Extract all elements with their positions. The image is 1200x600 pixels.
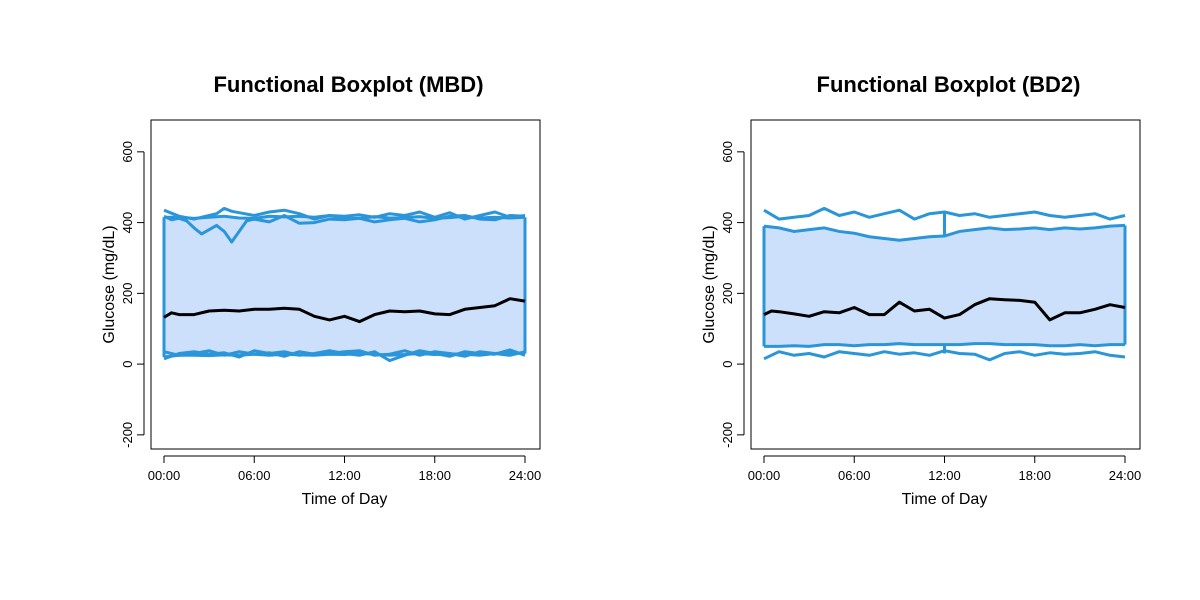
x-tick-label: 12:00 — [928, 468, 961, 483]
y-tick-label: -200 — [720, 422, 735, 448]
chart-svg-bd2: Functional Boxplot (BD2) 00:00 06:00 12:00 1… — [701, 72, 1142, 508]
x-tick-label: 06:00 — [838, 468, 871, 483]
series-line-outer-upper — [763, 206, 1126, 221]
central-region-fill — [164, 215, 525, 358]
y-tick-label: 600 — [120, 141, 135, 163]
y-tick-label: -200 — [120, 422, 135, 448]
chart-panel-mbd: Functional Boxplot (MBD) 00:00 06:00 12:00 1… — [101, 72, 542, 508]
series-line-outer-upper-dip — [163, 214, 526, 244]
chart-title: Functional Boxplot (BD2) — [817, 72, 1081, 97]
chart-title: Functional Boxplot (MBD) — [213, 72, 483, 97]
x-tick-label: 00:00 — [748, 468, 781, 483]
y-axis-label: Glucose (mg/dL) — [101, 225, 118, 343]
x-tick-label: 18:00 — [1018, 468, 1051, 483]
y-tick-label: 0 — [120, 360, 135, 367]
chart-panel-bd2: Functional Boxplot (BD2) 00:00 06:00 12:00 1… — [600, 0, 1200, 600]
plot-frame — [750, 119, 1141, 450]
central-region-fill — [764, 225, 1125, 347]
y-tick-label: 400 — [720, 212, 735, 234]
x-tick-label: 12:00 — [328, 468, 361, 483]
x-axis-label: Time of Day — [302, 491, 388, 508]
series-line-median — [163, 297, 526, 324]
y-tick-label: 200 — [720, 282, 735, 304]
chart-svg-mbd: Functional Boxplot (MBD) 00:00 06:00 12:00 1… — [101, 72, 542, 508]
y-tick-label: 200 — [120, 282, 135, 304]
x-tick-label: 24:00 — [509, 468, 542, 483]
x-tick-label: 00:00 — [148, 468, 181, 483]
x-axis-label: Time of Day — [902, 491, 988, 508]
y-axis-label: Glucose (mg/dL) — [701, 225, 718, 343]
series-line-outer-lower — [763, 349, 1126, 362]
plot-frame — [150, 119, 541, 450]
x-tick-label: 24:00 — [1109, 468, 1142, 483]
y-tick-label: 0 — [720, 360, 735, 367]
series-line-outer-lower — [163, 348, 526, 363]
series-line-median — [763, 297, 1126, 322]
y-tick-label: 400 — [120, 212, 135, 234]
x-tick-label: 18:00 — [418, 468, 451, 483]
x-tick-label: 06:00 — [238, 468, 271, 483]
y-tick-label: 600 — [720, 141, 735, 163]
series-line-outer-lower-2 — [163, 349, 526, 358]
